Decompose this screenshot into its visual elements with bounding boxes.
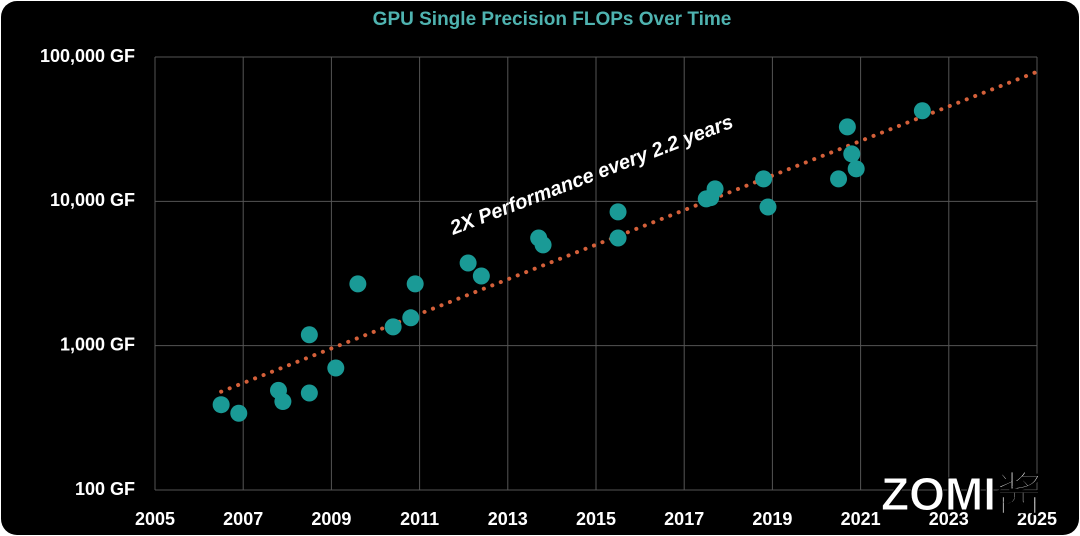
data-point [327,359,345,377]
x-tick-label: 2023 [929,509,969,529]
data-point [534,236,552,254]
x-tick-label: 2021 [841,509,881,529]
x-tick-label: 2017 [664,509,704,529]
x-tick-label: 2011 [400,509,439,529]
x-tick-label: 2009 [311,509,351,529]
watermark: ZOMI酱 [881,468,1042,520]
x-tick-label: 2015 [576,509,616,529]
data-point [300,384,318,402]
x-tick-label: 2005 [135,509,175,529]
data-point [230,404,248,422]
data-point [402,309,420,327]
y-tick-label: 10,000 GF [50,190,135,210]
data-point [759,198,777,216]
y-tick-label: 100 GF [75,479,135,499]
data-point [609,203,627,221]
data-point [349,275,367,293]
data-point [838,118,856,136]
data-point [755,170,773,188]
data-point [913,102,931,120]
data-point [274,393,292,411]
data-point [459,254,477,272]
data-point [212,396,230,414]
data-point [706,180,724,198]
data-point [609,229,627,247]
x-tick-label: 2025 [1017,509,1057,529]
data-point [830,170,848,188]
y-tick-label: 100,000 GF [40,46,135,66]
x-tick-label: 2019 [752,509,792,529]
x-tick-label: 2007 [223,509,263,529]
data-point [843,145,861,163]
data-point [847,160,865,178]
trend-line [219,69,1039,394]
x-tick-label: 2013 [488,509,528,529]
chart-title: GPU Single Precision FLOPs Over Time [373,9,732,30]
data-point [406,275,424,293]
data-point [472,267,490,285]
data-point [300,326,318,344]
data-point [384,318,402,336]
y-tick-label: 1,000 GF [60,334,135,354]
